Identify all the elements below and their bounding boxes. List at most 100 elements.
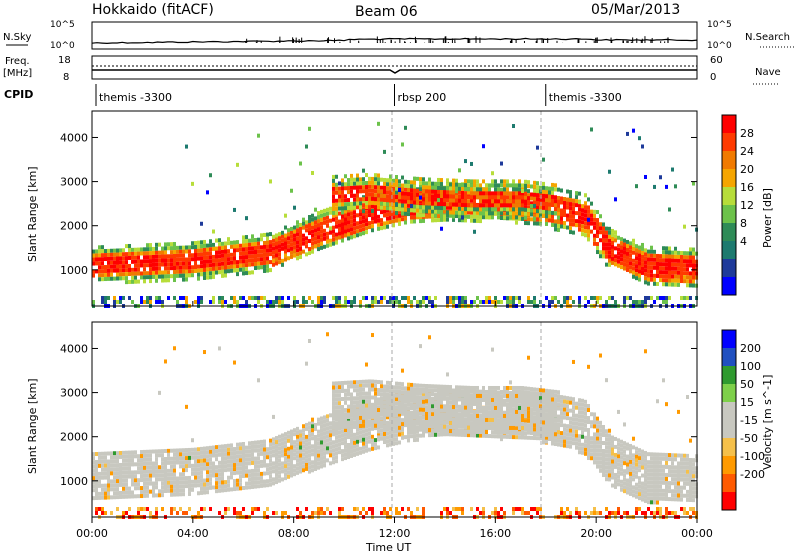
power-cell [392,198,395,203]
velocity-cell [281,441,284,446]
power-cell [404,183,407,188]
nsky-label: N.Sky [3,32,31,43]
velocity-cell [314,466,317,471]
velocity-cell [128,507,131,511]
velocity-cell [347,443,350,448]
power-cell [110,264,113,269]
velocity-cell [209,477,212,482]
power-cell [662,300,665,304]
power-cell [626,239,629,244]
power-cell [503,207,506,212]
power-cell [302,249,305,254]
velocity-cell [122,466,125,471]
power-cell [611,296,614,300]
velocity-cell [353,444,356,449]
power-cell [263,252,266,257]
power-cell [242,296,245,300]
power-cell [500,215,503,220]
power-cell [101,261,104,266]
velocity-cell [329,445,332,450]
velocity-cell [272,511,275,515]
power-cell [599,238,602,243]
velocity-cell [308,465,311,470]
power-cell [632,274,635,279]
velocity-cell [413,403,416,408]
power-cell [554,219,557,224]
power-cell [572,230,575,235]
power-cell [152,250,155,255]
velocity-cell [344,456,347,461]
velocity-cell [356,435,359,440]
power-cell [149,255,152,260]
velocity-cell [299,453,302,458]
velocity-cell [335,381,338,386]
power-cell [452,206,455,211]
power-cell [284,233,287,238]
power-cell [362,195,365,200]
velocity-cell [446,428,449,433]
power-cell [467,187,470,192]
power-cell [587,209,590,214]
velocity-cell [371,419,374,424]
power-cell [335,216,338,221]
power-cell [110,252,113,257]
power-cell [548,198,551,203]
velocity-cell [173,492,176,497]
velocity-cell [371,507,374,511]
power-cell [314,224,317,229]
velocity-cell [380,511,383,515]
velocity-cell [410,430,413,435]
velocity-cell [431,384,434,389]
power-cell [317,239,320,244]
power-cell [296,236,299,241]
power-cell [503,199,506,204]
velocity-cell [470,507,473,511]
power-cell [422,181,425,186]
velocity-cell [395,507,398,511]
power-cell [608,296,611,300]
power-cell [524,187,527,192]
power-cell [239,263,242,268]
power-cell [98,257,101,262]
velocity-cell [386,412,389,417]
power-cell [485,215,488,220]
velocity-cell [257,456,260,461]
power-cell [350,227,353,232]
power-cell [482,203,485,208]
power-cell [251,246,254,251]
velocity-cell [377,416,380,421]
power-cell [575,203,578,208]
power-cell [143,247,146,252]
velocity-cell [173,448,176,453]
velocity-cell [155,493,158,498]
power-cell [446,296,449,300]
power-cell [665,246,668,251]
velocity-cell [290,429,293,434]
power-cell [497,300,500,304]
velocity-cell [182,480,185,485]
velocity-cell [149,449,152,454]
velocity-cell [422,393,425,398]
power-cell [512,211,515,216]
velocity-cell [317,461,320,466]
power-cell [155,262,158,267]
power-cell [383,213,386,218]
power-cell [113,260,116,265]
velocity-cell [470,433,473,438]
velocity-cell [104,495,107,500]
power-cell [662,262,665,267]
power-cell [437,193,440,198]
power-cell [509,191,512,196]
power-cell [488,296,491,300]
velocity-cell [455,401,458,406]
power-cell [641,300,644,304]
velocity-cell [338,438,341,443]
power-cell [416,188,419,193]
velocity-cell [473,421,476,426]
power-cell [671,282,674,287]
velocity-cell [410,402,413,407]
power-cell [452,194,455,199]
velocity-cell [350,433,353,438]
power-cell [338,194,341,199]
power-cell [413,219,416,224]
